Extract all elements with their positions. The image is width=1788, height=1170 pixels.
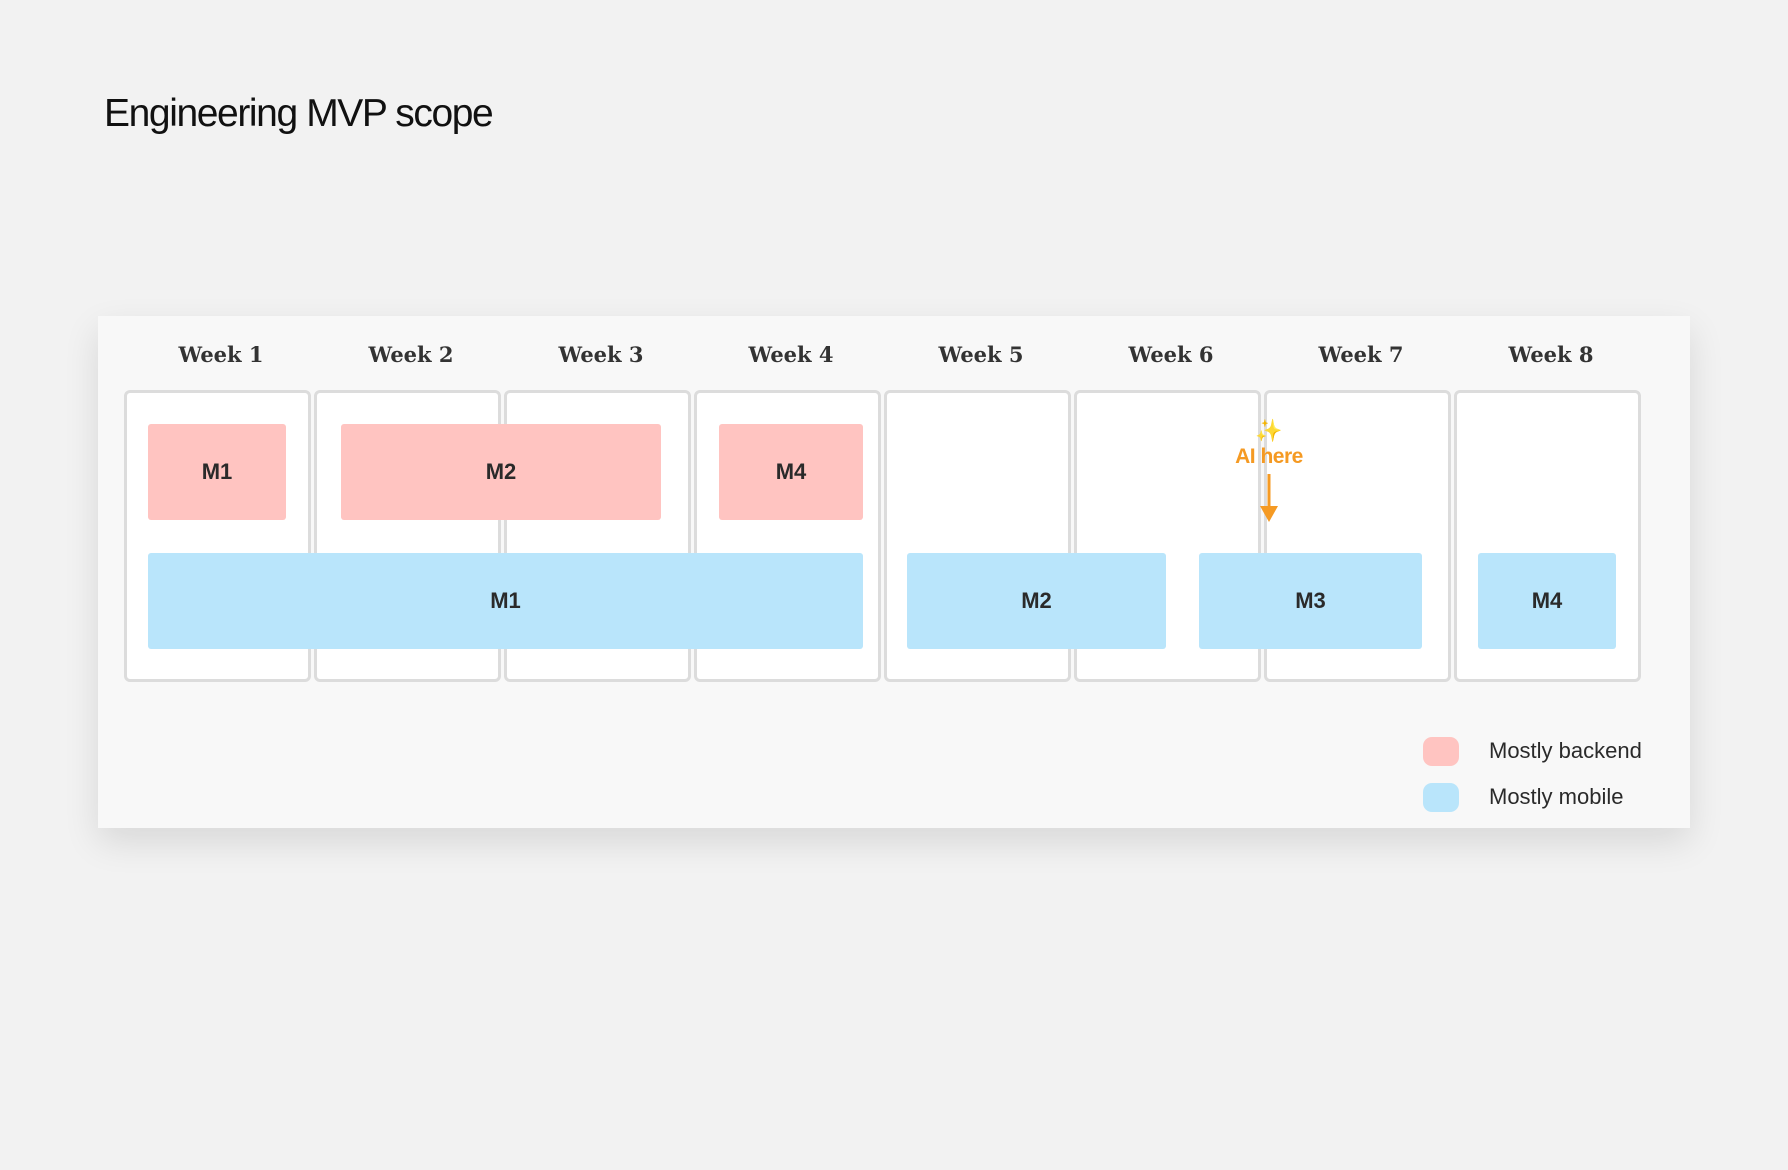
legend-item-backend: Mostly backend <box>1423 728 1642 774</box>
legend: Mostly backend Mostly mobile <box>1423 728 1642 820</box>
backend-block-m4[interactable]: M4 <box>719 424 863 520</box>
page-title: Engineering MVP scope <box>104 92 494 135</box>
week-label: Week 5 <box>938 342 1024 367</box>
mobile-block-m4[interactable]: M4 <box>1478 553 1616 649</box>
mobile-block-m1[interactable]: M1 <box>148 553 863 649</box>
timeline-card: Week 1 Week 2 Week 3 Week 4 Week 5 Week … <box>98 316 1690 828</box>
backend-block-m1[interactable]: M1 <box>148 424 286 520</box>
mobile-block-m2[interactable]: M2 <box>907 553 1166 649</box>
week-label: Week 8 <box>1508 342 1594 367</box>
week-label: Week 1 <box>178 342 264 367</box>
week-label: Week 2 <box>368 342 454 367</box>
ai-here-label: AI here <box>1235 445 1303 468</box>
legend-label: Mostly mobile <box>1489 784 1624 809</box>
backend-block-m2[interactable]: M2 <box>341 424 661 520</box>
backend-swatch <box>1423 736 1459 766</box>
arrow-down-icon <box>1260 474 1278 522</box>
mobile-swatch <box>1423 782 1459 812</box>
legend-item-mobile: Mostly mobile <box>1423 774 1642 820</box>
week-label: Week 3 <box>558 342 644 367</box>
week-label: Week 7 <box>1318 342 1404 367</box>
ai-annotation: ✨ AI here <box>1174 418 1364 524</box>
week-label: Week 6 <box>1128 342 1214 367</box>
week-label: Week 4 <box>748 342 834 367</box>
legend-label: Mostly backend <box>1489 738 1642 763</box>
sparkles-icon: ✨ <box>1255 418 1283 443</box>
mobile-block-m3[interactable]: M3 <box>1199 553 1422 649</box>
